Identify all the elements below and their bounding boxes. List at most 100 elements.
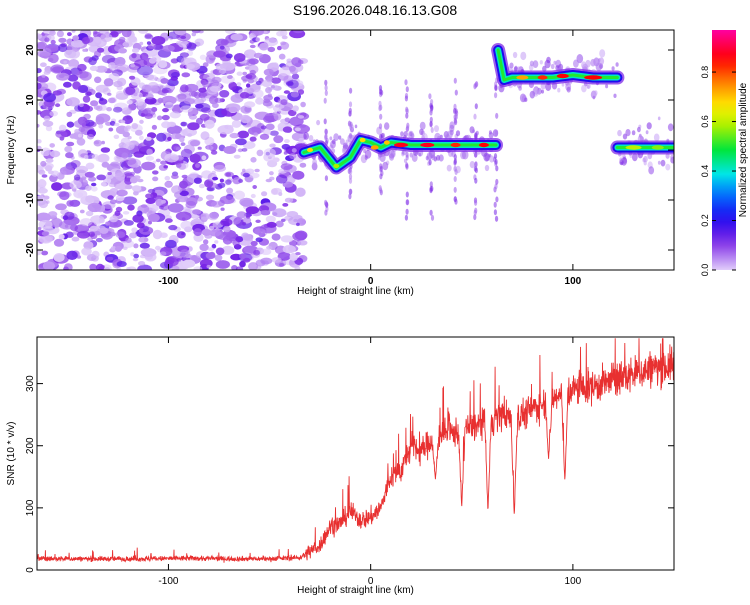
noise-blob [115,245,122,252]
streak-blob [495,178,499,185]
noise-blob [167,203,184,213]
noise-blob [288,65,296,72]
noise-blob [292,30,304,34]
noise-blob [129,75,136,80]
noise-blob [137,65,153,76]
noise-blob [215,63,224,71]
halo-blob [382,161,389,171]
halo-blob [341,147,347,154]
halo-blob [613,93,617,99]
noise-blob [145,193,154,199]
noise-blob [95,113,111,123]
halo-blob [529,60,534,67]
noise-blob [209,95,219,105]
noise-blob [298,137,304,142]
noise-blob [145,93,154,100]
noise-blob [275,104,281,108]
noise-blob [146,41,152,45]
bottom-xtick-label: -100 [158,576,178,587]
halo-blob [625,129,631,137]
noise-blob [37,212,51,222]
noise-blob [225,172,232,177]
noise-blob [272,208,287,218]
noise-blob [74,224,90,234]
noise-blob [85,162,95,170]
noise-blob [37,249,42,256]
noise-blob [120,120,126,124]
noise-blob [200,131,210,141]
noise-blob [49,30,56,36]
noise-blob [179,137,185,143]
streak-blob [454,169,458,175]
noise-blob [271,257,282,263]
noise-blob [122,41,133,48]
halo-blob [484,164,490,172]
noise-blob [73,120,87,128]
noise-blob [116,261,127,267]
noise-blob [156,132,167,142]
noise-blob [37,195,45,204]
noise-blob [66,200,74,207]
noise-blob [84,171,95,178]
noise-blob [73,174,81,181]
noise-blob [107,92,112,96]
noise-blob [196,102,211,112]
noise-blob [121,30,132,38]
noise-blob [45,158,54,163]
noise-blob [201,228,212,236]
halo-blob [455,130,461,137]
halo-blob [364,149,372,159]
halo-blob [449,124,455,133]
halo-blob [520,51,527,61]
streak-blob [405,162,409,169]
noise-blob [89,225,98,232]
streak-blob [324,209,328,216]
noise-blob [151,107,158,112]
bottom-xtick-label: 100 [565,576,582,587]
halo-blob [541,89,544,94]
noise-blob [133,253,139,259]
noise-blob [64,49,77,59]
noise-blob [155,158,161,163]
noise-blob [162,108,169,113]
streak-blob [324,79,328,86]
streak-blob [494,130,498,137]
noise-blob [242,217,252,224]
noise-blob [164,181,173,188]
halo-blob [419,121,426,130]
noise-blob [66,250,78,260]
halo-blob [576,54,584,64]
noise-blob [52,90,62,96]
noise-blob [171,71,180,78]
noise-blob [158,205,164,210]
noise-blob [176,163,182,168]
noise-blob [236,211,247,219]
noise-blob [201,155,207,161]
noise-blob [194,38,205,47]
noise-blob [79,209,85,214]
noise-blob [263,115,275,124]
noise-blob [83,154,89,160]
noise-blob [113,106,123,113]
noise-blob [76,255,82,259]
noise-blob [166,148,171,153]
noise-blob [131,227,138,233]
noise-blob [37,139,42,144]
noise-blob [105,221,110,226]
halo-blob [646,122,652,130]
noise-blob [99,227,109,234]
streak-blob [348,193,352,200]
noise-blob [294,265,301,270]
noise-blob [179,52,189,58]
halo-blob [384,122,390,130]
streak-blob [378,105,382,112]
streak-blob [473,113,477,120]
noise-blob [133,92,138,97]
hotspot [625,145,642,150]
streak-blob [429,187,433,194]
noise-blob [106,107,112,112]
noise-blob [115,231,126,239]
noise-blob [284,197,294,203]
streak-blob [430,214,435,221]
